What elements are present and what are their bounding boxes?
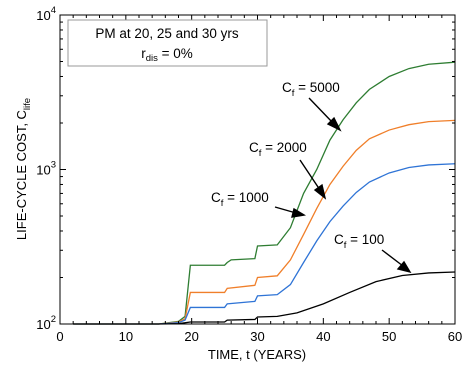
legend-line-1: PM at 20, 25 and 30 yrs — [95, 26, 239, 41]
legend-line-2-main: r — [141, 46, 146, 61]
series-line-1000 — [73, 163, 456, 325]
arrow-cf-1000 — [274, 206, 297, 214]
annotation-arrows — [274, 97, 412, 274]
series-label-cf-5000-main: C — [282, 80, 292, 95]
series-label-cf-100: Cf = 100 — [334, 232, 384, 251]
y-axis-label-subscript: life — [22, 98, 33, 110]
series-line-5000 — [73, 61, 456, 325]
series-label-cf-100-sub: f — [344, 240, 347, 251]
y-tick-base: 10 — [36, 163, 50, 178]
legend-line-2-rest: = 0% — [158, 46, 193, 61]
legend-frame — [67, 19, 268, 67]
arrow-cf-5000 — [308, 97, 334, 124]
series-label-cf-1000: Cf = 1000 — [211, 190, 269, 209]
series-label-cf-5000-sub: f — [292, 88, 295, 99]
y-tick-exponent: 3 — [51, 160, 56, 171]
series-label-cf-2000: Cf = 2000 — [249, 140, 307, 159]
arrowhead-cf-1000 — [291, 207, 306, 218]
curves-layer — [73, 61, 456, 325]
series-label-cf-5000-rest: = 5000 — [294, 80, 339, 95]
series-label-cf-5000: Cf = 5000 — [282, 80, 340, 99]
arrow-cf-2000 — [299, 159, 321, 191]
y-tick-label: 103 — [36, 160, 56, 178]
x-tick-label: 60 — [448, 329, 462, 344]
y-tick-base: 10 — [36, 317, 50, 332]
series-label-cf-100-main: C — [334, 232, 344, 247]
series-label-cf-1000-sub: f — [221, 198, 224, 209]
legend-line-2: rdis = 0% — [141, 46, 193, 64]
series-line-100 — [73, 271, 456, 325]
legend-line-2-subscript: dis — [146, 53, 158, 64]
arrowhead-cf-2000 — [313, 183, 327, 200]
y-tick-exponent: 2 — [51, 314, 56, 325]
legend-box: PM at 20, 25 and 30 yrs rdis = 0% — [67, 19, 268, 67]
arrowhead-cf-5000 — [326, 116, 342, 132]
y-tick-base: 10 — [36, 8, 50, 23]
y-tick-exponent: 4 — [51, 5, 56, 16]
series-label-cf-2000-rest: = 2000 — [261, 140, 306, 155]
series-line-2000 — [73, 119, 456, 325]
x-tick-label: 20 — [184, 329, 198, 344]
y-axis-label-main: LIFE-CYCLE COST, C — [14, 110, 29, 240]
x-tick-label: 30 — [250, 329, 264, 344]
y-tick-label: 104 — [36, 5, 56, 23]
x-tick-label: 0 — [56, 329, 63, 344]
y-axis-label: LIFE-CYCLE COST, Clife — [14, 98, 33, 240]
arrowhead-cf-100 — [396, 260, 412, 274]
x-tick-label: 50 — [382, 329, 396, 344]
series-label-cf-2000-sub: f — [259, 148, 262, 159]
series-label-cf-1000-main: C — [211, 190, 221, 205]
x-tick-label: 10 — [119, 329, 133, 344]
series-label-cf-1000-rest: = 1000 — [223, 190, 268, 205]
x-axis-label: TIME, t (YEARS) — [208, 347, 306, 362]
y-tick-label: 102 — [36, 314, 56, 332]
series-annotations: Cf = 5000 Cf = 2000 Cf = 1000 Cf = 100 — [211, 80, 412, 274]
series-label-cf-100-rest: = 100 — [346, 232, 384, 247]
x-tick-label: 40 — [316, 329, 330, 344]
series-label-cf-2000-main: C — [249, 140, 259, 155]
arrow-cf-100 — [381, 249, 404, 267]
